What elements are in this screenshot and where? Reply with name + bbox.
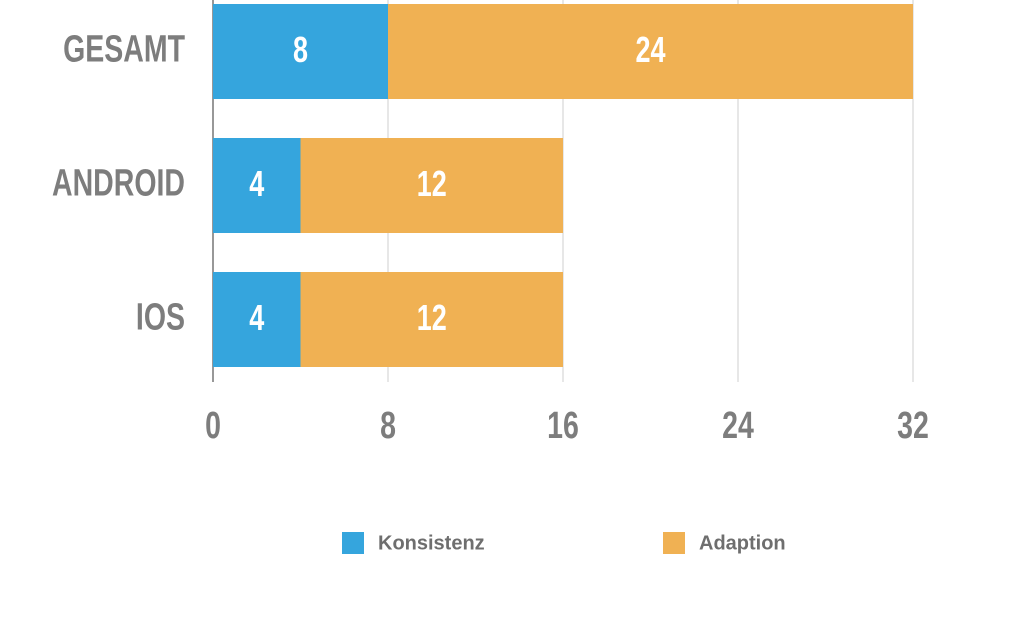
x-tick-label: 24 [722,405,754,447]
bar [300,138,563,233]
legend-swatch [342,532,364,554]
bar [213,4,388,99]
value-label: 24 [635,29,665,70]
bar [213,138,301,233]
value-label: 4 [249,163,264,204]
value-label: 12 [417,297,447,338]
x-tick-label: 8 [380,405,396,447]
value-label: 8 [293,29,308,70]
bar [300,272,563,367]
legend-label: Adaption [699,532,786,554]
category-label: GESAMT [63,29,185,71]
x-tick-label: 16 [547,405,579,447]
bar [213,272,301,367]
legend-label: Konsistenz [378,532,485,554]
category-label: IOS [136,297,185,339]
category-label: ANDROID [52,163,185,205]
legend-swatch [663,532,685,554]
value-label: 4 [249,297,264,338]
value-label: 12 [417,163,447,204]
bar [388,4,913,99]
x-tick-label: 32 [897,405,929,447]
x-tick-label: 0 [205,405,221,447]
